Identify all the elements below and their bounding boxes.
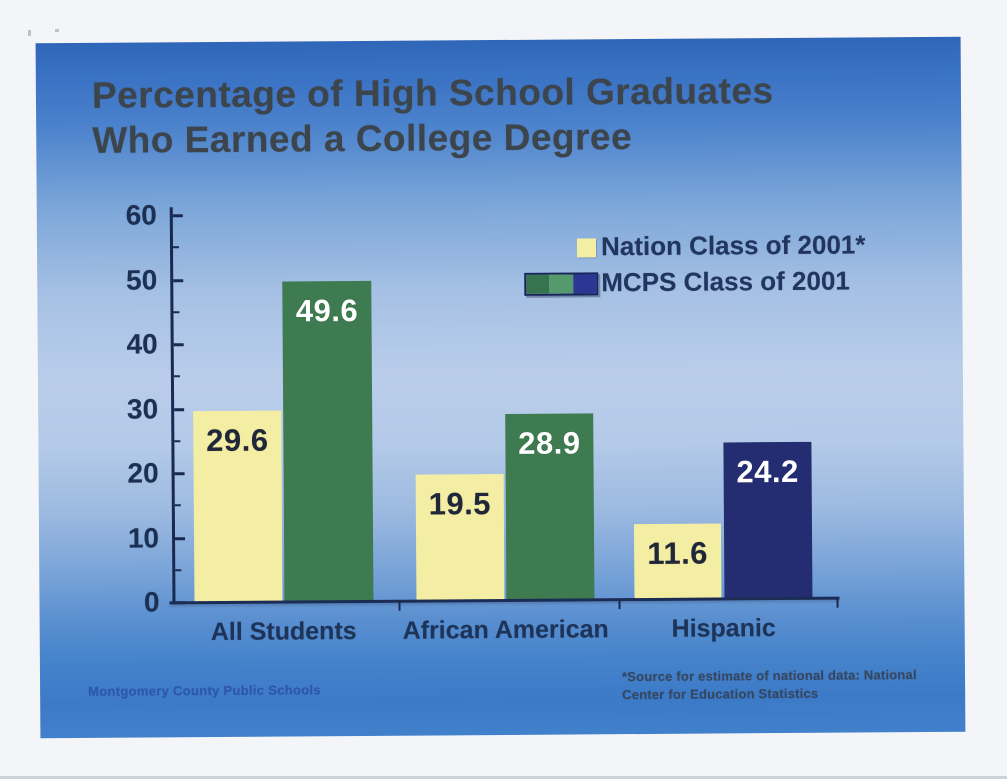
bar-mcps-all-students: 49.6 [282, 280, 374, 602]
bar-value-label: 28.9 [518, 425, 581, 461]
bar-nation-african-american: 19.5 [415, 473, 505, 601]
footer-credit: Montgomery County Public Schools [88, 682, 321, 699]
y-tick-major [172, 214, 183, 218]
scanner-edge-line [0, 776, 1007, 779]
y-tick-minor [173, 375, 180, 378]
bar-value-label: 24.2 [736, 453, 799, 490]
y-tick-minor [174, 440, 181, 443]
bar-value-label: 29.6 [206, 422, 269, 459]
x-tick [618, 600, 621, 610]
category-label-hispanic: Hispanic [671, 614, 776, 643]
source-footnote: *Source for estimate of national data: N… [622, 666, 962, 704]
y-tick-label: 20 [127, 457, 159, 489]
title-line-2: Who Earned a College Degree [92, 116, 633, 161]
legend-swatch-cell-navy [572, 274, 597, 294]
page-title: Percentage of High School Graduates Who … [92, 68, 774, 163]
y-tick-minor [174, 504, 181, 507]
y-tick-minor [173, 311, 180, 314]
x-tick [398, 601, 401, 611]
y-tick-label: 10 [127, 522, 160, 554]
y-tick-label: 50 [125, 264, 158, 296]
x-tick [836, 598, 839, 608]
legend-swatch-cell-green [549, 274, 574, 294]
y-tick-label: 30 [126, 393, 159, 425]
y-tick-minor [175, 569, 182, 572]
legend-swatch-cell-dark-green [526, 274, 550, 294]
bar-nation-hispanic: 11.6 [633, 523, 722, 600]
bar-mcps-hispanic: 24.2 [723, 441, 813, 599]
y-tick-minor [173, 246, 180, 249]
scan-speck [55, 29, 59, 32]
y-tick-label: 40 [126, 328, 158, 360]
title-line-1: Percentage of High School Graduates [91, 70, 774, 116]
legend-label-mcps: MCPS Class of 2001 [601, 265, 850, 298]
scan-speck [28, 30, 31, 36]
bar-nation-all-students: 29.6 [193, 410, 283, 603]
y-axis-line [169, 207, 176, 605]
slide: Percentage of High School Graduates Who … [35, 36, 966, 739]
legend-label-nation: Nation Class of 2001* [600, 229, 866, 262]
y-tick-label: 60 [125, 199, 157, 231]
y-tick-label: 0 [143, 586, 160, 618]
y-tick-major [174, 408, 185, 412]
y-tick-major [173, 279, 184, 283]
y-tick-major [174, 472, 185, 476]
source-footnote-line-2: Center for Education Statistics [622, 685, 819, 703]
y-axis-ticks [36, 37, 961, 605]
y-tick-major [173, 343, 184, 347]
y-tick-major [175, 537, 186, 541]
bar-value-label: 11.6 [647, 535, 709, 571]
bar-mcps-african-american: 28.9 [505, 413, 595, 600]
legend-swatch-nation [576, 238, 597, 258]
source-footnote-line-1: *Source for estimate of national data: N… [621, 667, 917, 685]
bar-value-label: 49.6 [295, 292, 359, 329]
bar-value-label: 19.5 [428, 486, 492, 522]
legend-swatch-mcps [524, 272, 599, 296]
